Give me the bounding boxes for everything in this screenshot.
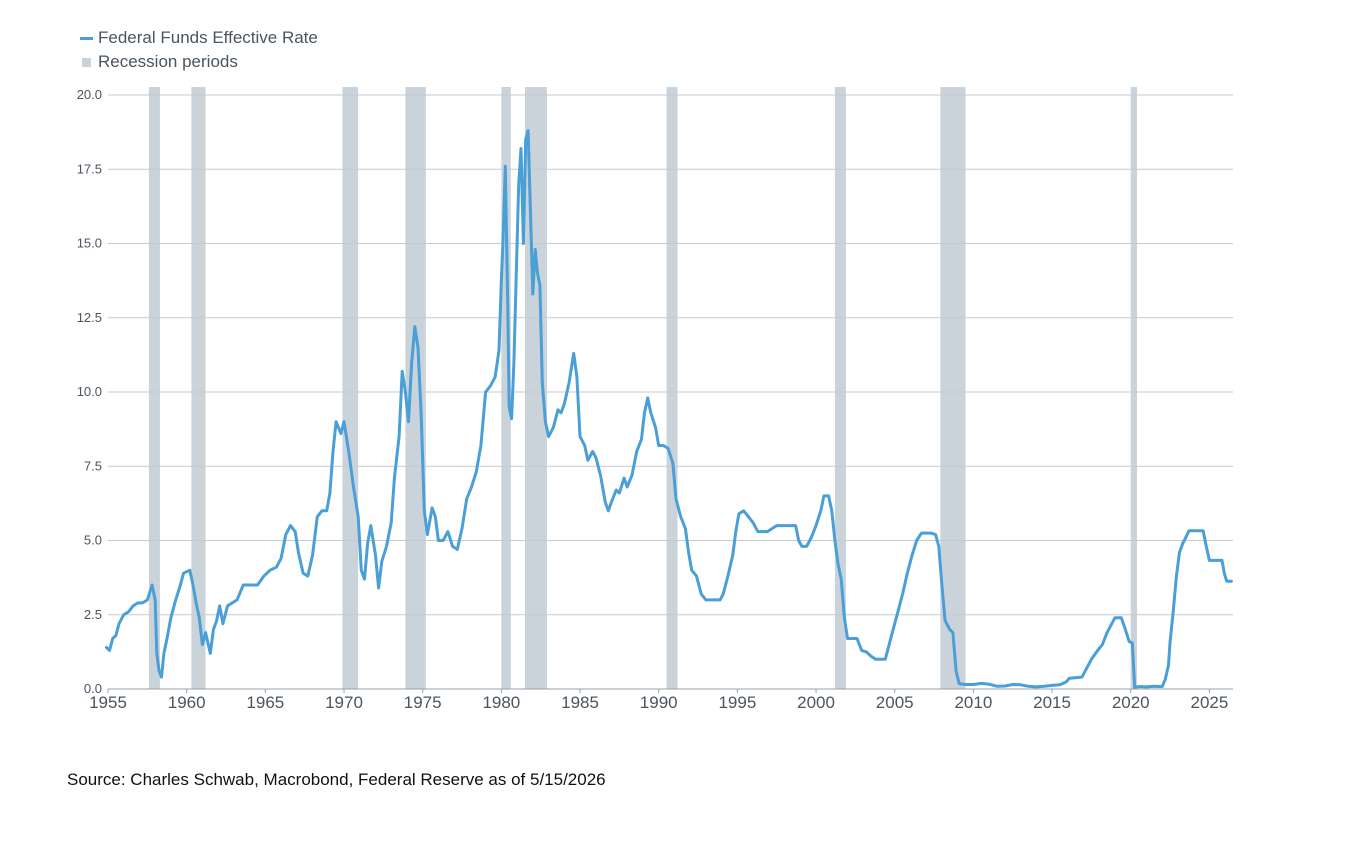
series-layer <box>104 129 1233 689</box>
x-tick-label: 2025 <box>1190 693 1228 712</box>
x-tick-label: 1960 <box>168 693 206 712</box>
x-tick-label: 2015 <box>1033 693 1071 712</box>
x-tick-label: 2010 <box>954 693 992 712</box>
chart-canvas: 0.0 2.5 5.0 7.5 10.0 12.5 15.0 17.5 20.0 1955 196… <box>77 87 1233 712</box>
x-tick-label: 1975 <box>404 693 442 712</box>
x-tick-label: 1970 <box>325 693 363 712</box>
recession-band <box>1130 87 1138 689</box>
recession-band <box>148 87 160 689</box>
x-tick-label: 2020 <box>1112 693 1150 712</box>
legend-line-swatch <box>80 36 93 40</box>
recession-band <box>834 87 846 689</box>
fed-funds-chart: 0.0 2.5 5.0 7.5 10.0 12.5 15.0 17.5 20.0 1955 196… <box>77 87 1233 712</box>
x-tick-label: 1980 <box>482 693 520 712</box>
y-tick-label: 20.0 <box>77 87 102 102</box>
legend-label-rate: Federal Funds Effective Rate <box>98 28 318 47</box>
recession-band <box>191 87 206 689</box>
y-tick-label: 7.5 <box>84 458 102 473</box>
y-tick-label: 12.5 <box>77 310 102 325</box>
recession-band <box>940 87 966 689</box>
recession-band <box>666 87 678 689</box>
legend: Federal Funds Effective Rate Recession p… <box>80 26 318 74</box>
y-tick-label: 17.5 <box>77 161 102 176</box>
x-tick-label: 1955 <box>89 693 127 712</box>
y-axis: 0.0 2.5 5.0 7.5 10.0 12.5 15.0 17.5 20.0 <box>77 87 102 696</box>
x-tick-label: 1995 <box>718 693 756 712</box>
legend-box-swatch <box>82 57 91 67</box>
x-tick-label: 2000 <box>797 693 835 712</box>
x-tick-label: 1990 <box>640 693 678 712</box>
recession-bands <box>148 87 1138 689</box>
x-tick-label: 1985 <box>561 693 599 712</box>
recession-band <box>405 87 426 689</box>
recession-band <box>501 87 511 689</box>
gridlines <box>108 94 1233 690</box>
x-tick-label: 1965 <box>246 693 284 712</box>
series-line-fed-funds-rate <box>104 129 1233 689</box>
legend-item-rate: Federal Funds Effective Rate <box>80 26 318 50</box>
y-tick-label: 10.0 <box>77 384 102 399</box>
x-tick-label: 2005 <box>876 693 914 712</box>
y-tick-label: 0.0 <box>84 681 102 696</box>
y-tick-label: 15.0 <box>77 236 102 251</box>
source-note: Source: Charles Schwab, Macrobond, Feder… <box>67 770 606 789</box>
x-axis: 1955 1960 1965 1970 1975 1980 1985 1990 1995 2000… <box>89 689 1228 712</box>
recession-band <box>342 87 359 689</box>
legend-item-recession: Recession periods <box>80 50 318 74</box>
y-tick-label: 2.5 <box>84 607 102 622</box>
legend-label-recession: Recession periods <box>98 52 238 71</box>
y-tick-label: 5.0 <box>84 533 102 548</box>
